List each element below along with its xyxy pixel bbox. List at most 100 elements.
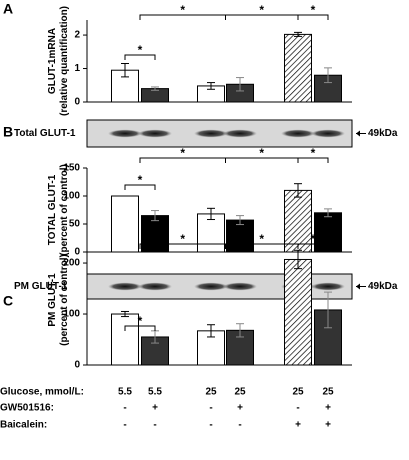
error-bar xyxy=(121,310,129,318)
condition-cell: - xyxy=(296,403,299,414)
condition-cell: + xyxy=(325,403,331,414)
error-bar xyxy=(294,249,302,270)
condition-cell: - xyxy=(238,420,241,431)
y-tick-label: 50 xyxy=(69,219,81,230)
bar xyxy=(284,258,312,366)
condition-cell: 5.5 xyxy=(148,387,162,398)
arrow-head xyxy=(356,283,360,290)
condition-cell: 25 xyxy=(292,387,304,398)
significance-label: * xyxy=(311,232,316,246)
significance-label: * xyxy=(311,146,316,160)
error-bar xyxy=(236,215,244,226)
condition-label: Baicalein: xyxy=(0,420,47,431)
blot-band xyxy=(194,129,228,138)
y-tick-label: 100 xyxy=(63,191,80,202)
error-bar xyxy=(151,210,159,222)
error-bar xyxy=(236,323,244,338)
blot-band xyxy=(223,282,257,291)
condition-label: Glucose, mmol/L: xyxy=(0,387,84,398)
error-bar xyxy=(324,291,332,329)
bar xyxy=(284,189,312,253)
significance-bracket xyxy=(124,184,156,190)
significance-bracket xyxy=(297,14,329,20)
blot-band xyxy=(311,282,345,291)
condition-cell: + xyxy=(152,403,158,414)
significance-bracket xyxy=(297,157,329,163)
significance-label: * xyxy=(138,314,143,328)
significance-label: * xyxy=(259,3,264,17)
condition-cell: + xyxy=(325,420,331,431)
blot-size: 49kDa xyxy=(368,128,398,139)
blot-label: Total GLUT-1 xyxy=(14,128,76,139)
y-axis-label-line: (percent of control) xyxy=(59,254,70,346)
error-bar xyxy=(324,208,332,218)
y-tick-label: 2 xyxy=(74,30,80,41)
condition-cell: - xyxy=(209,420,212,431)
blot-band xyxy=(223,129,257,138)
condition-cell: 25 xyxy=(205,387,217,398)
error-bar xyxy=(207,82,215,90)
significance-label: * xyxy=(180,146,185,160)
y-tick-label: 100 xyxy=(63,309,80,320)
blot-band xyxy=(138,282,172,291)
bar xyxy=(197,213,225,253)
y-axis-label-line: TOTAL GLUT-1 xyxy=(47,174,58,245)
error-bar xyxy=(324,67,332,84)
blot-band xyxy=(311,129,345,138)
condition-cell: 25 xyxy=(234,387,246,398)
panel-letter: B xyxy=(3,124,13,140)
blot-band xyxy=(194,282,228,291)
condition-cell: - xyxy=(123,420,126,431)
y-axis-label: TOTAL GLUT-1(percent of control) xyxy=(47,164,70,256)
condition-cell: - xyxy=(123,403,126,414)
condition-cell: + xyxy=(295,420,301,431)
y-axis-label: GLUT-1mRNA(relative quantification) xyxy=(47,6,70,116)
bar xyxy=(111,313,139,366)
blot-band xyxy=(138,129,172,138)
panel-letter: A xyxy=(3,1,13,17)
blot-band xyxy=(108,129,142,138)
significance-label: * xyxy=(180,3,185,17)
significance-label: * xyxy=(311,3,316,17)
y-axis-label-line: (relative quantification) xyxy=(59,6,70,116)
significance-label: * xyxy=(259,232,264,246)
blot-label: PM GLUT-1 xyxy=(14,281,68,292)
y-axis-label-line: GLUT-1mRNA xyxy=(47,28,58,94)
blot-band xyxy=(108,282,142,291)
significance-label: * xyxy=(138,173,143,187)
bar xyxy=(111,195,139,253)
significance-label: * xyxy=(180,232,185,246)
error-bar xyxy=(207,324,215,338)
error-bar xyxy=(151,86,159,91)
y-tick-label: 150 xyxy=(63,163,80,174)
error-bar xyxy=(294,183,302,198)
arrow-head xyxy=(356,130,360,137)
error-bar xyxy=(294,31,302,37)
significance-label: * xyxy=(259,146,264,160)
condition-cell: + xyxy=(237,403,243,414)
condition-cell: - xyxy=(209,403,212,414)
error-bar xyxy=(207,207,215,221)
bar xyxy=(284,33,312,103)
significance-bracket xyxy=(297,243,329,249)
bar xyxy=(141,215,169,253)
y-tick-label: 1 xyxy=(74,63,80,74)
condition-cell: 25 xyxy=(322,387,334,398)
y-tick-label: 0 xyxy=(74,360,80,371)
significance-bracket xyxy=(124,54,156,60)
condition-label: GW501516: xyxy=(0,403,54,414)
y-tick-label: 0 xyxy=(74,97,80,108)
significance-label: * xyxy=(138,43,143,57)
significance-bracket xyxy=(124,325,156,331)
error-bar xyxy=(121,63,129,78)
blot-band xyxy=(281,129,315,138)
y-axis-label: PM GLUT-1(percent of control) xyxy=(47,254,70,346)
condition-cell: 5.5 xyxy=(118,387,132,398)
y-tick-label: 200 xyxy=(63,258,80,269)
error-bar xyxy=(236,77,244,92)
y-axis-label-line: PM GLUT-1 xyxy=(47,273,58,327)
y-tick-label: 0 xyxy=(74,247,80,258)
blot-size: 49kDa xyxy=(368,281,398,292)
y-axis-label-line: (percent of control) xyxy=(59,164,70,256)
